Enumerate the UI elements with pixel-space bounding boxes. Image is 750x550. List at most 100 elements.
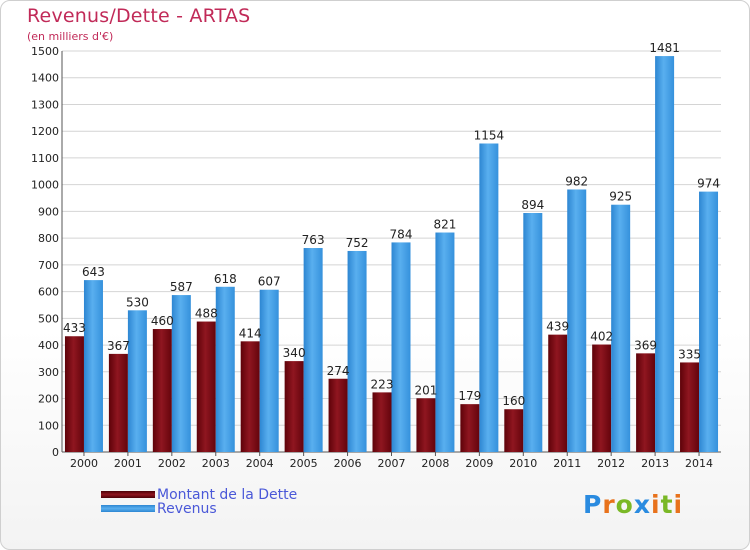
chart-subtitle: (en milliers d'€): [27, 30, 114, 43]
y-tick-label: 1400: [31, 72, 59, 85]
value-label-revenus: 618: [214, 272, 237, 286]
value-label-revenus: 1154: [474, 128, 505, 142]
bar-revenus: [215, 286, 235, 452]
x-tick-label: 2006: [334, 457, 362, 470]
bar-revenus: [391, 242, 411, 452]
x-tick-label: 2004: [246, 457, 274, 470]
value-label-dette: 488: [195, 307, 218, 321]
y-tick-label: 200: [38, 393, 59, 406]
bar-revenus: [435, 232, 455, 452]
chart-title: Revenus/Dette - ARTAS: [27, 5, 251, 27]
bar-revenus: [347, 250, 367, 452]
bar-dette: [152, 329, 172, 452]
legend-swatch-revenus: [101, 505, 155, 512]
value-label-dette: 433: [63, 321, 86, 335]
x-tick-label: 2014: [685, 457, 713, 470]
y-tick-label: 600: [38, 286, 59, 299]
y-tick-label: 1000: [31, 179, 59, 192]
y-tick-label: 1100: [31, 152, 59, 165]
value-label-revenus: 587: [170, 280, 193, 294]
value-label-revenus: 821: [433, 218, 456, 232]
y-tick-label: 1500: [31, 45, 59, 58]
value-label-dette: 223: [371, 377, 394, 391]
y-tick-label: 500: [38, 312, 59, 325]
x-tick-label: 2010: [509, 457, 537, 470]
x-tick-label: 2002: [158, 457, 186, 470]
value-label-dette: 460: [151, 314, 174, 328]
x-tick-label: 2009: [465, 457, 493, 470]
legend-label-dette: Montant de la Dette: [157, 487, 298, 503]
value-label-dette: 414: [239, 326, 262, 340]
bar-dette: [416, 398, 436, 452]
value-label-dette: 340: [283, 346, 306, 360]
bar-revenus: [303, 248, 323, 452]
value-label-revenus: 982: [565, 174, 588, 188]
x-tick-label: 2013: [641, 457, 669, 470]
value-label-dette: 367: [107, 339, 130, 353]
value-label-dette: 402: [590, 330, 613, 344]
x-tick-label: 2005: [290, 457, 318, 470]
x-tick-label: 2012: [597, 457, 625, 470]
bar-dette: [196, 321, 216, 452]
bar-revenus: [523, 213, 543, 452]
x-tick-label: 2003: [202, 457, 230, 470]
value-label-revenus: 784: [390, 227, 413, 241]
bar-dette: [460, 404, 480, 452]
y-tick-label: 400: [38, 339, 59, 352]
y-tick-label: 900: [38, 205, 59, 218]
logo-letter: t: [660, 490, 674, 519]
bar-dette: [548, 334, 568, 452]
bar-revenus: [655, 56, 675, 452]
legend-item-revenus: Revenus: [101, 501, 501, 517]
logo-letter: o: [615, 490, 634, 519]
y-tick-label: 700: [38, 259, 59, 272]
value-label-dette: 179: [458, 389, 481, 403]
x-tick-label: 2007: [378, 457, 406, 470]
value-label-dette: 369: [634, 338, 657, 352]
bar-revenus: [567, 189, 587, 452]
y-tick-label: 300: [38, 366, 59, 379]
bar-revenus: [479, 143, 499, 453]
bar-dette: [240, 341, 260, 452]
value-label-revenus: 925: [609, 190, 632, 204]
value-label-dette: 439: [546, 320, 569, 334]
y-tick-label: 100: [38, 419, 59, 432]
bar-dette: [592, 344, 612, 452]
bar-dette: [64, 336, 84, 452]
legend-item-dette: Montant de la Dette: [101, 487, 501, 503]
bar-revenus: [127, 310, 147, 452]
bar-revenus: [611, 204, 631, 452]
x-tick-label: 2001: [114, 457, 142, 470]
bar-dette: [680, 362, 700, 452]
bar-dette: [108, 353, 128, 452]
value-label-revenus: 1481: [649, 41, 680, 55]
bar-dette: [636, 353, 656, 452]
value-label-revenus: 752: [346, 236, 369, 250]
value-label-dette: 160: [502, 394, 525, 408]
value-label-revenus: 607: [258, 275, 281, 289]
legend-swatch-dette: [101, 491, 155, 498]
bar-dette: [372, 392, 392, 452]
value-label-revenus: 894: [521, 198, 544, 212]
x-tick-label: 2000: [70, 457, 98, 470]
value-label-dette: 274: [327, 364, 350, 378]
value-label-revenus: 530: [126, 295, 149, 309]
bar-dette: [328, 378, 348, 452]
logo-letter: x: [633, 490, 651, 519]
bar-revenus: [699, 191, 719, 452]
logo-letter: P: [583, 490, 603, 519]
bar-revenus: [83, 280, 103, 452]
logo-letter: i: [651, 490, 661, 519]
x-tick-label: 2008: [421, 457, 449, 470]
legend-label-revenus: Revenus: [157, 501, 217, 517]
y-tick-label: 1200: [31, 125, 59, 138]
value-label-revenus: 974: [697, 177, 720, 191]
logo-letter: i: [673, 490, 684, 519]
value-label-revenus: 643: [82, 265, 105, 279]
bar-revenus: [171, 295, 191, 452]
y-tick-label: 0: [52, 446, 59, 459]
logo-letter: r: [602, 490, 616, 519]
y-tick-label: 1300: [31, 98, 59, 111]
